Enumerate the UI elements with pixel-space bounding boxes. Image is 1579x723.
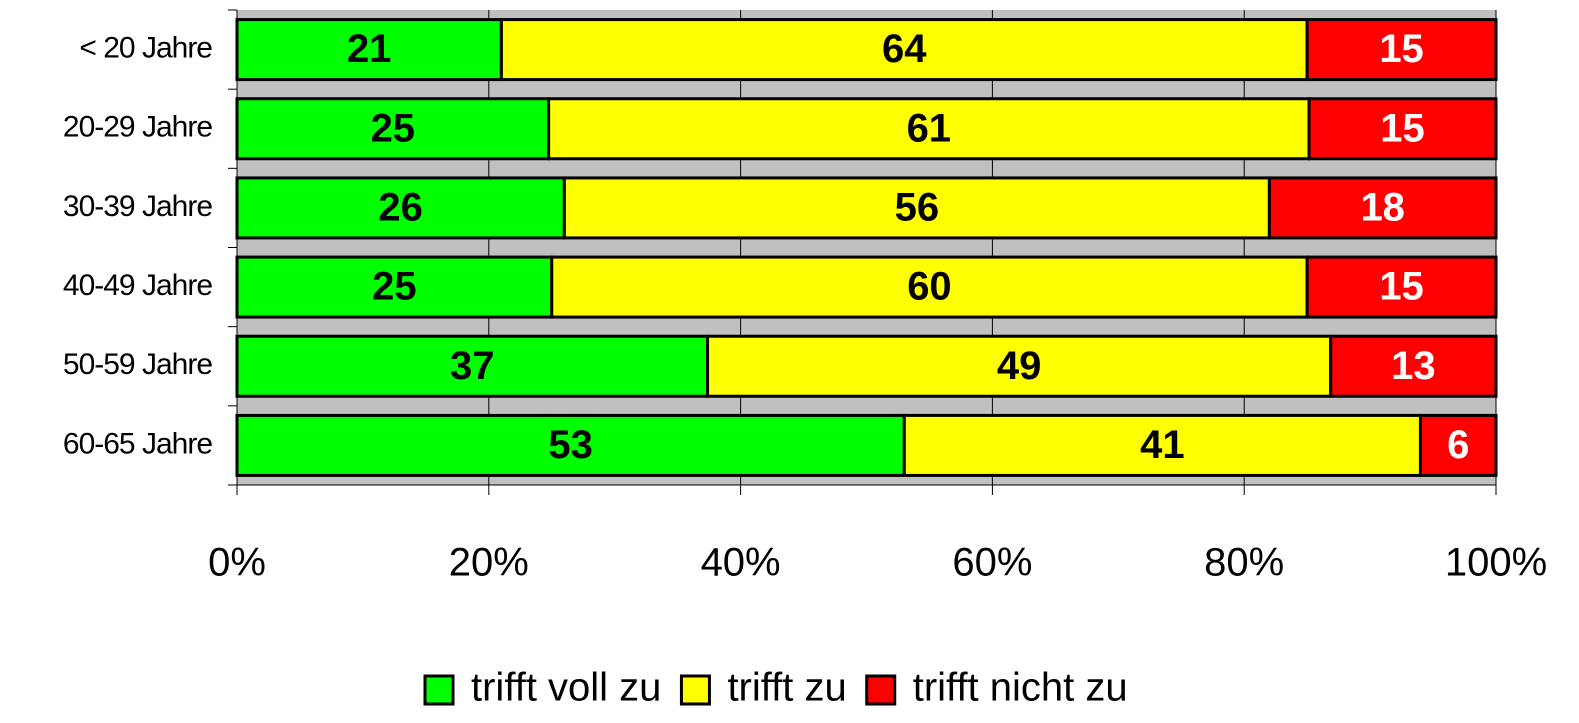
data-label: 49 xyxy=(997,344,1042,388)
x-tick-label: 100% xyxy=(1445,541,1547,585)
bar-segment xyxy=(235,97,551,161)
data-label: 60 xyxy=(907,265,952,309)
y-tick-label: 40-49 Jahre xyxy=(63,269,212,302)
y-tick-label: < 20 Jahre xyxy=(79,32,212,65)
data-label: 37 xyxy=(450,344,495,388)
y-tick-label: 50-59 Jahre xyxy=(63,348,212,381)
data-label: 25 xyxy=(371,106,416,150)
data-label: 25 xyxy=(372,265,417,309)
data-label: 64 xyxy=(882,27,927,71)
bar-segment xyxy=(547,97,1311,161)
y-tick-label: 30-39 Jahre xyxy=(63,190,212,223)
bar-segment xyxy=(706,334,1333,398)
data-label: 18 xyxy=(1360,185,1405,229)
y-tick-label: 60-65 Jahre xyxy=(63,427,212,460)
bar-segment xyxy=(235,255,554,319)
data-label: 26 xyxy=(378,185,423,229)
bar-segment xyxy=(1267,176,1498,240)
data-label: 61 xyxy=(907,106,952,150)
x-tick-label: 80% xyxy=(1204,541,1284,585)
plot-area xyxy=(237,10,1496,485)
bar-segment xyxy=(1307,97,1498,161)
bar-segment xyxy=(902,413,1422,477)
x-tick-label: 40% xyxy=(701,541,781,585)
x-tick-label: 20% xyxy=(449,541,529,585)
data-label: 15 xyxy=(1379,27,1424,71)
data-label: 15 xyxy=(1380,106,1425,150)
legend-label: trifft nicht zu xyxy=(913,666,1128,710)
bar-segment xyxy=(562,176,1271,240)
bar-segment xyxy=(1418,413,1498,477)
bar-segment xyxy=(235,413,906,477)
x-tick-label: 0% xyxy=(208,541,266,585)
legend-swatch xyxy=(423,674,455,706)
data-label: 6 xyxy=(1447,423,1469,467)
data-label: 13 xyxy=(1391,344,1436,388)
bar-segment xyxy=(1329,334,1498,398)
data-label: 56 xyxy=(895,185,940,229)
data-label: 15 xyxy=(1379,265,1424,309)
legend-swatch xyxy=(865,674,897,706)
bar-segment xyxy=(550,255,1309,319)
y-tick-label: 20-29 Jahre xyxy=(63,111,212,144)
data-label: 53 xyxy=(548,423,593,467)
bar-segment xyxy=(235,334,710,398)
legend-label: trifft voll zu xyxy=(471,666,661,710)
bar-segment xyxy=(1305,18,1498,82)
legend-swatch xyxy=(679,674,711,706)
data-label: 41 xyxy=(1140,423,1185,467)
x-tick-label: 60% xyxy=(952,541,1032,585)
bar-segment xyxy=(1305,255,1498,319)
data-label: 21 xyxy=(347,27,392,71)
legend-label: trifft zu xyxy=(727,666,846,710)
